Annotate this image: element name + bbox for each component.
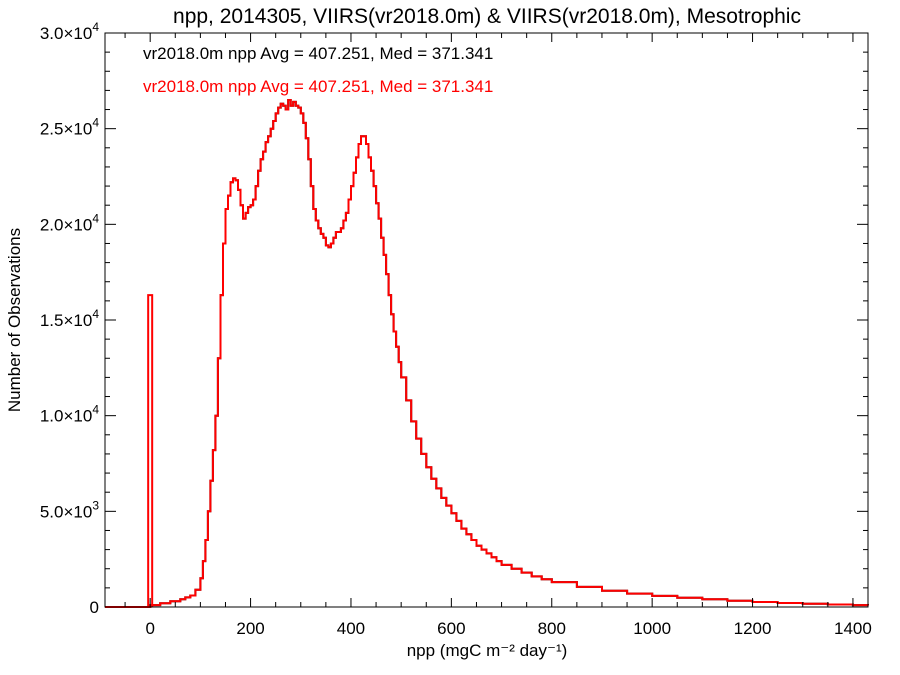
x-tick-label: 400 — [337, 619, 365, 638]
chart-title: npp, 2014305, VIIRS(vr2018.0m) & VIIRS(v… — [173, 5, 801, 28]
stats-annotation-red: vr2018.0m npp Avg = 407.251, Med = 371.3… — [143, 77, 493, 96]
y-tick-label: 5.0×103 — [40, 498, 99, 521]
y-tick-label: 1.0×104 — [40, 403, 99, 426]
y-tick-label: 1.5×104 — [40, 307, 99, 330]
x-axis-ticks: 0 200 400 600 800 1000 1200 1400 — [124, 33, 872, 638]
x-tick-label: 0 — [145, 619, 154, 638]
series-layer — [105, 99, 869, 608]
y-axis-label: Number of Observations — [5, 228, 24, 412]
series-line-1 — [105, 99, 869, 608]
y-axis-ticks: 0 5.0×103 1.0×104 1.5×104 2.0×104 2.5×104 3.0×… — [40, 20, 868, 617]
y-tick-label: 0 — [90, 598, 99, 617]
x-axis-label: npp (mgC m⁻² day⁻¹) — [407, 641, 568, 660]
x-tick-label: 200 — [236, 619, 264, 638]
spike-bar — [147, 294, 154, 607]
x-tick-label: 1200 — [734, 619, 772, 638]
x-tick-label: 800 — [538, 619, 566, 638]
stats-annotation-black: vr2018.0m npp Avg = 407.251, Med = 371.3… — [143, 44, 493, 63]
y-tick-label: 2.0×104 — [40, 211, 99, 234]
x-tick-label: 600 — [437, 619, 465, 638]
y-tick-label: 3.0×104 — [40, 20, 99, 43]
x-tick-label: 1000 — [633, 619, 671, 638]
x-tick-label: 1400 — [834, 619, 872, 638]
y-tick-label: 2.5×104 — [40, 116, 99, 139]
